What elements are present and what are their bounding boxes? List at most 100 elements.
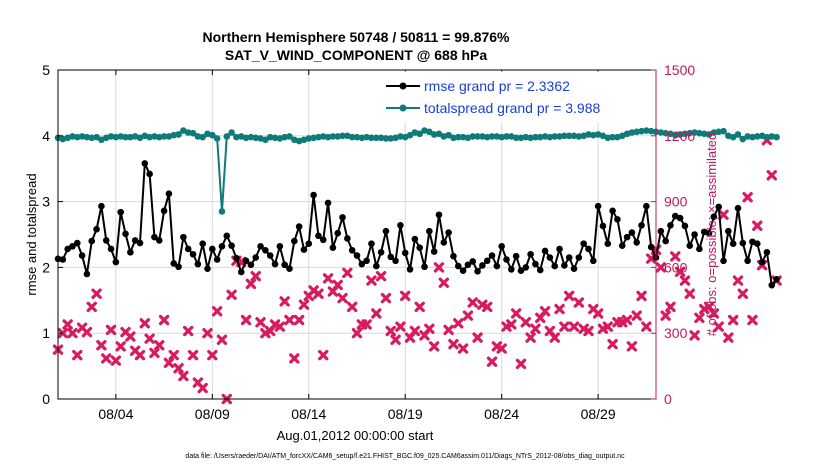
totalspread-point [493, 133, 501, 140]
totalspread-point [763, 133, 771, 141]
rmse-point [773, 275, 780, 283]
totalspread-point [397, 133, 404, 140]
rmse-point [368, 240, 375, 248]
rmse-point [585, 245, 592, 253]
rmse-point [488, 252, 496, 259]
rmse-point [517, 267, 525, 274]
totalspread-point [324, 133, 332, 141]
rmse-point [223, 232, 231, 240]
totalspread-point [483, 133, 491, 141]
obs-assimilated-marker [385, 325, 396, 337]
obs-assimilated-marker [602, 321, 613, 332]
y-right-tick-label: 0 [664, 391, 672, 407]
totalspread-point [93, 133, 100, 141]
rmse-point [541, 247, 549, 255]
rmse-point [83, 270, 91, 278]
totalspread-point [430, 131, 438, 138]
obs-assimilated-marker [351, 328, 363, 339]
totalspread-point [184, 129, 192, 136]
totalspread-point [281, 133, 288, 141]
totalspread-point [83, 133, 91, 141]
totalspread-point [329, 133, 337, 140]
rmse-point [127, 248, 134, 256]
obs-assimilated-marker [72, 349, 83, 361]
rmse-point [493, 262, 501, 270]
rmse-point [184, 245, 192, 253]
obs-assimilated-marker [453, 318, 464, 329]
totalspread-point [368, 134, 375, 142]
rmse-point [647, 243, 655, 251]
totalspread-point [117, 133, 124, 140]
rmse-point [691, 231, 698, 238]
rmse-point [155, 237, 163, 244]
rmse-point [676, 214, 684, 222]
obs-assimilated-marker [424, 323, 435, 335]
y-left-tick-label: 3 [42, 194, 50, 210]
rmse-point [324, 199, 332, 207]
obs-assimilated-marker [660, 310, 671, 321]
rmse-point [430, 248, 438, 255]
obs-assimilated-marker [732, 275, 744, 286]
obs-assimilated-marker [86, 301, 97, 313]
totalspread-point [609, 133, 616, 141]
chart-title: Northern Hemisphere 50748 / 50811 = 99.8… [202, 29, 510, 45]
rmse-point [146, 170, 153, 178]
rmse-point [725, 227, 732, 235]
obs-assimilated-marker [713, 321, 724, 332]
obs-assimilated-marker [380, 292, 392, 304]
totalspread-point [194, 133, 202, 140]
rmse-point [372, 262, 380, 270]
rmse-point [233, 254, 240, 262]
obs-assimilated-marker [149, 347, 160, 359]
rmse-point [763, 248, 771, 256]
totalspread-point [358, 134, 366, 142]
totalspread-point [189, 129, 197, 137]
rmse-point [454, 262, 462, 270]
rmse-point [295, 223, 303, 230]
totalspread-point [155, 133, 163, 141]
obs-assimilated-marker [689, 330, 700, 341]
obs-assimilated-marker [197, 382, 208, 394]
totalspread-point [252, 134, 260, 142]
rmse-point [98, 202, 105, 210]
rmse-point [657, 227, 665, 235]
rmse-point [319, 236, 327, 244]
totalspread-point [643, 127, 650, 134]
totalspread-point [454, 133, 462, 141]
rmse-point [464, 261, 472, 269]
obs-assimilated-marker [549, 332, 560, 343]
totalspread-point [363, 133, 370, 141]
obs-assimilated-marker [110, 355, 122, 366]
rmse-point [131, 237, 139, 244]
rmse-point [382, 227, 390, 235]
totalspread-point [638, 127, 645, 135]
totalspread-point [657, 129, 665, 136]
rmse-point [358, 260, 366, 268]
totalspread-point [739, 135, 747, 143]
rmse-point [633, 239, 641, 246]
obs-assimilated-marker [293, 314, 305, 326]
totalspread-point [720, 127, 727, 135]
totalspread-point [671, 131, 679, 139]
rmse-point [387, 253, 395, 261]
obs-assimilated-marker [679, 275, 691, 286]
rmse-point [758, 258, 766, 266]
obs-assimilated-marker [105, 324, 117, 336]
rmse-point [643, 202, 650, 210]
obs-assimilated-marker [371, 308, 382, 319]
y-right-tick-label: 600 [664, 259, 688, 275]
totalspread-point [753, 133, 761, 140]
legend-rmse-label: rmse grand pr = 2.3362 [424, 78, 570, 94]
obs-assimilated-marker [718, 209, 729, 220]
totalspread-point [271, 134, 279, 142]
totalspread-point [160, 133, 168, 140]
totalspread-point [517, 134, 525, 142]
obs-assimilated-marker [313, 288, 324, 299]
rmse-point [469, 258, 477, 265]
totalspread-point [488, 133, 496, 140]
legend-spread-label: totalspread grand pr = 3.988 [424, 100, 601, 116]
x-tick-label: 08/29 [581, 406, 616, 422]
obs-assimilated-marker [467, 297, 478, 308]
totalspread-point [686, 129, 694, 137]
rmse-point [73, 239, 81, 247]
